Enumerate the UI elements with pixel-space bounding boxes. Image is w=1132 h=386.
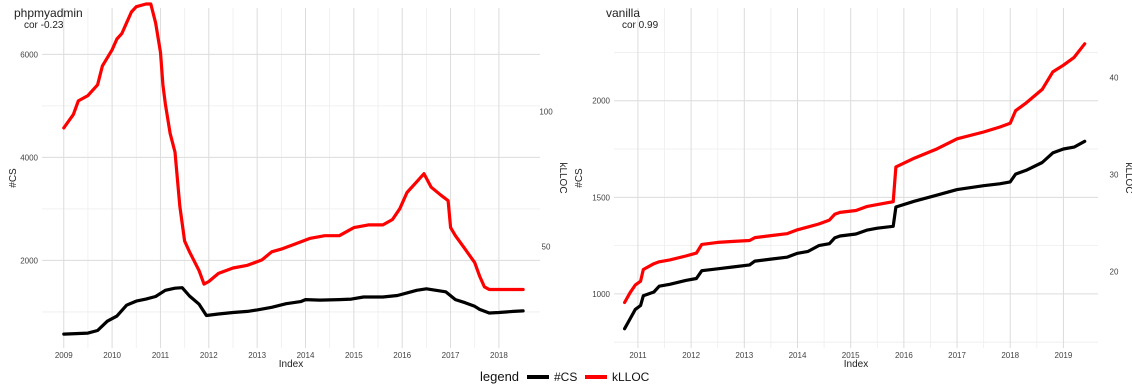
correlation-label: cor 0.99 (622, 20, 659, 31)
x-tick-label: 2014 (297, 351, 315, 360)
series-line-cs (622, 139, 1087, 331)
correlation-label: cor -0.23 (24, 20, 64, 31)
y-tick-label: 6000 (20, 50, 38, 59)
legend-title: legend (480, 369, 519, 384)
x-tick-label: 2011 (629, 351, 647, 360)
x-tick-label: 2009 (55, 351, 73, 360)
y-tick-label: 1500 (592, 193, 610, 202)
y2-axis-title: kLLOC (557, 162, 568, 193)
y-tick-label: 2000 (20, 256, 38, 265)
series-line-klloc (62, 2, 525, 292)
x-axis-title: Index (844, 359, 868, 370)
x-tick-label: 2017 (442, 351, 460, 360)
y-tick-label: 2000 (592, 97, 610, 106)
x-tick-label: 2012 (200, 351, 218, 360)
chart-panel-phpmyadmin: 2009 2010 2011 2012 2013 2014 2015 2016 2017 2018… (8, 2, 568, 370)
y-tick-label: 4000 (20, 153, 38, 162)
x-tick-label: 2016 (895, 351, 913, 360)
y2-tick-label: 100 (539, 108, 553, 117)
y2-tick-label: 20 (1110, 267, 1119, 276)
y-axis-title: #CS (8, 168, 19, 188)
x-tick-label: 2012 (682, 351, 700, 360)
x-tick-label: 2013 (735, 351, 753, 360)
x-tick-label: 2011 (152, 351, 170, 360)
panel-title: vanilla (606, 6, 640, 20)
x-tick-label: 2017 (948, 351, 966, 360)
chart-panel-vanilla: 2011 2012 2013 2014 2015 2016 2017 2018 2019 1000… (574, 6, 1132, 370)
x-axis-title: Index (279, 359, 303, 370)
y-tick-label: 1000 (592, 290, 610, 299)
legend: legend #CS kLLOC (480, 369, 650, 384)
x-tick-label: 2018 (490, 351, 508, 360)
x-tick-label: 2013 (248, 351, 266, 360)
x-tick-label: 2010 (103, 351, 121, 360)
x-tick-label: 2018 (1001, 351, 1019, 360)
y-axis-title: #CS (574, 168, 585, 188)
series-line-cs (62, 286, 525, 336)
x-tick-label: 2019 (1055, 351, 1073, 360)
y2-tick-label: 30 (1110, 171, 1119, 180)
x-tick-label: 2015 (345, 351, 363, 360)
y2-tick-label: 40 (1110, 74, 1119, 83)
legend-label-klloc: kLLOC (612, 370, 650, 384)
panel-title: phpmyadmin (14, 6, 83, 20)
y2-tick-label: 50 (542, 242, 551, 251)
x-tick-label: 2014 (789, 351, 807, 360)
x-tick-label: 2016 (393, 351, 411, 360)
x-tick-label: 2015 (842, 351, 860, 360)
legend-label-cs: #CS (554, 370, 577, 384)
series-line-klloc (622, 42, 1087, 305)
y2-axis-title: kLLOC (1123, 162, 1132, 193)
